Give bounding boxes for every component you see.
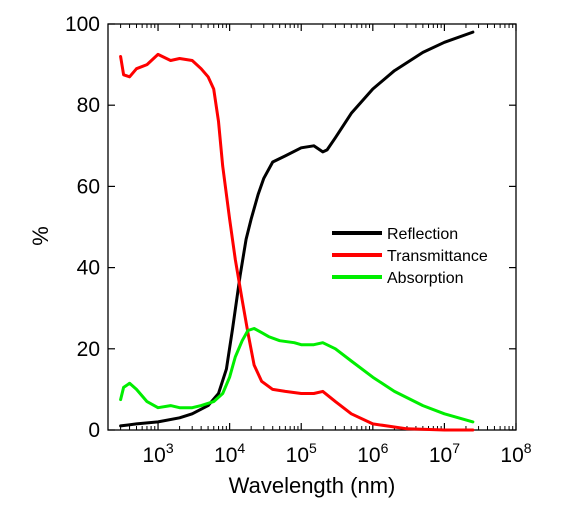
series-reflection-line xyxy=(119,30,475,428)
y-tick-label: 100 xyxy=(65,13,100,36)
x-tick-label: 104 xyxy=(214,440,245,467)
legend-label-absorption: Absorption xyxy=(387,270,464,287)
series-transmittance-line xyxy=(119,52,475,432)
x-tick-label: 107 xyxy=(429,440,460,467)
legend: Reflection Transmittance Absorption xyxy=(332,226,488,287)
legend-label-transmittance: Transmittance xyxy=(387,248,488,265)
x-tick-label: 108 xyxy=(500,440,531,467)
y-axis-title: % xyxy=(28,226,53,246)
x-axis-title: Wavelength (nm) xyxy=(229,473,396,498)
series-lines xyxy=(119,30,475,432)
y-tick-label: 0 xyxy=(88,419,100,442)
series-absorption-line xyxy=(119,327,475,424)
y-tick-label: 20 xyxy=(77,338,100,361)
plot-frame xyxy=(107,23,517,431)
y-tick-label: 60 xyxy=(77,175,100,198)
x-tick-label: 103 xyxy=(142,440,173,467)
y-tick-label: 40 xyxy=(77,257,100,280)
legend-label-reflection: Reflection xyxy=(387,226,458,243)
x-tick-label: 105 xyxy=(286,440,317,467)
x-tick-label: 106 xyxy=(357,440,388,467)
tick-marks xyxy=(107,23,517,431)
y-tick-label: 80 xyxy=(77,94,100,117)
tick-labels: 0 20 40 60 80 100 103 104 105 106 107 108 xyxy=(65,13,532,467)
